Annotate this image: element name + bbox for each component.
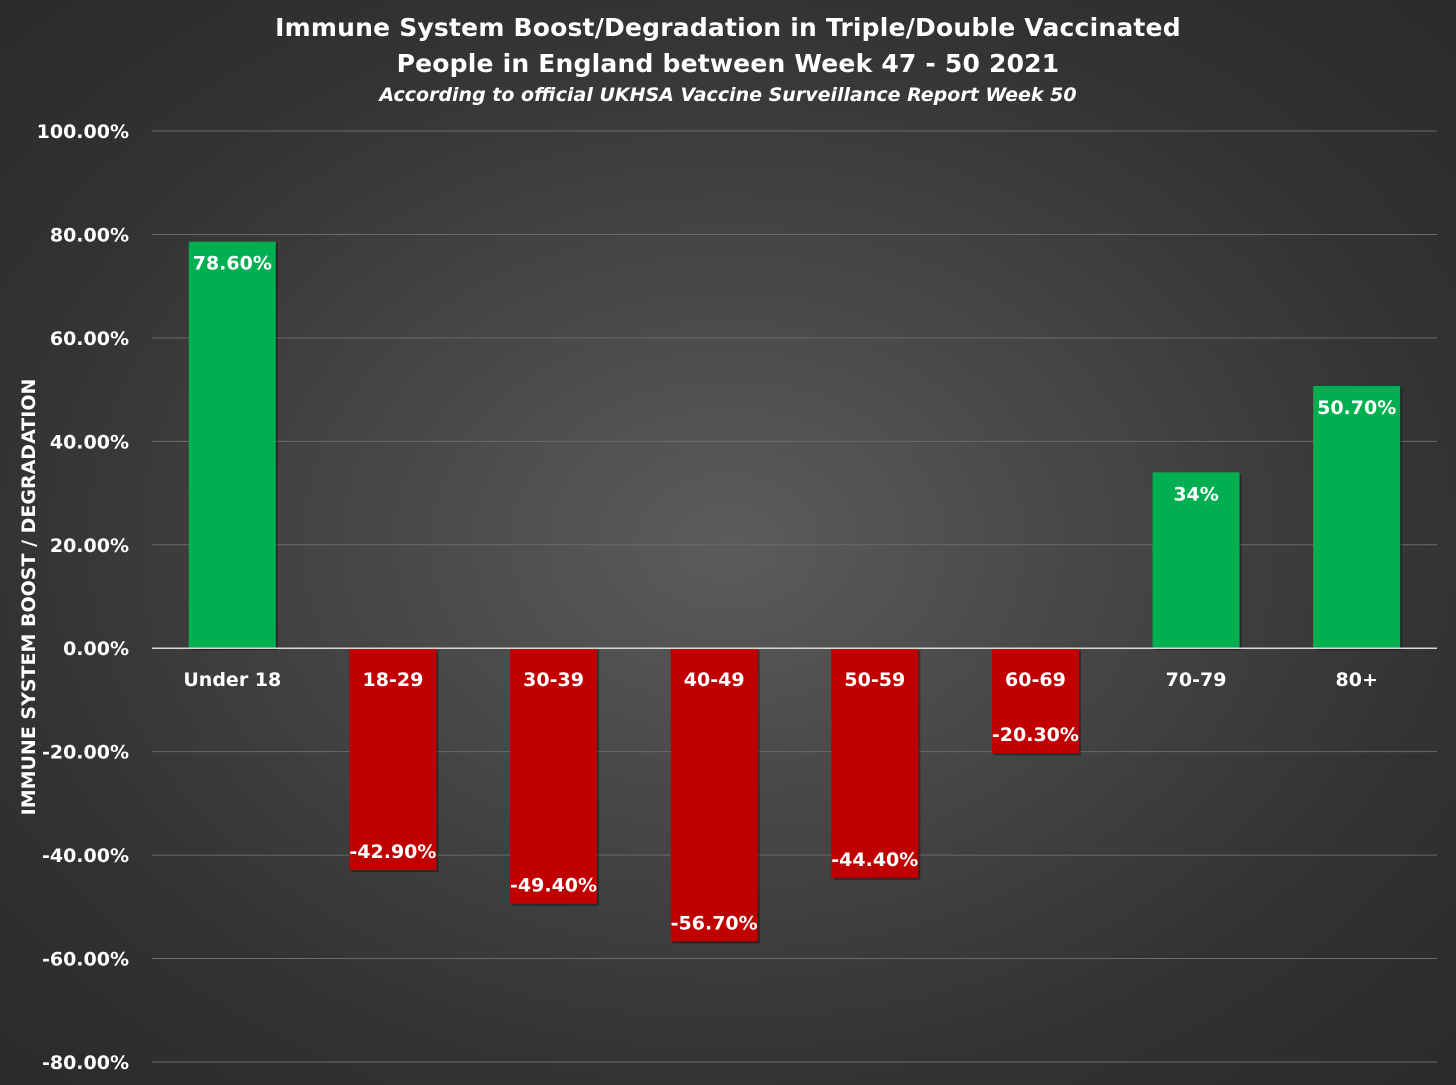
bar-30-39 [510,648,598,904]
data-label: -49.40% [510,875,597,897]
bar-40-49 [670,648,758,942]
data-label: 50.70% [1317,397,1396,419]
bar-80- [1313,385,1401,649]
chart-title-line-1: Immune System Boost/Degradation in Tripl… [275,13,1181,42]
data-label: 34% [1173,483,1218,505]
y-tick-label: -80.00% [42,1052,129,1074]
x-category-label: 50-59 [844,669,905,691]
y-tick-label: 20.00% [50,535,129,557]
y-tick-label: -60.00% [42,949,129,971]
x-category-label: 40-49 [684,669,745,691]
y-tick-label: 80.00% [50,224,129,246]
y-tick-label: 0.00% [63,638,129,660]
gridlines [152,130,1437,1063]
x-category-label: 80+ [1336,669,1378,691]
data-label: 78.60% [193,253,272,275]
y-tick-label: 40.00% [50,431,129,453]
x-category-label: 30-39 [523,669,584,691]
data-label: -44.40% [831,849,918,871]
bar-60-69 [991,648,1079,754]
data-label: -42.90% [349,841,436,863]
data-label: -56.70% [671,912,758,934]
x-axis-category-labels: Under 18 18-29 30-39 40-49 50-59 60-69 70-79 80… [183,669,1378,691]
y-axis-tick-labels: 100.00% 80.00% 60.00% 40.00% 20.00% 0.00% -20.… [37,121,129,1074]
x-category-label: 18-29 [363,669,424,691]
chart-title-line-2: People in England between Week 47 - 50 2… [396,49,1060,78]
chart-title-block: Immune System Boost/Degradation in Tripl… [0,10,1456,108]
x-category-label: 70-79 [1166,669,1227,691]
y-tick-label: -20.00% [42,742,129,764]
bar-50-59 [831,648,919,878]
bars [188,241,1403,944]
x-category-label: Under 18 [183,669,281,691]
data-labels: 78.60% -42.90% -49.40% -56.70% -44.40% -20.30… [193,253,1397,935]
y-tick-label: 60.00% [50,328,129,350]
bar-70-79 [1152,472,1240,649]
bar-under-18 [188,241,276,649]
bar-18-29 [349,648,437,871]
data-label: -20.30% [992,724,1079,746]
chart-subtitle: According to official UKHSA Vaccine Surv… [379,84,1077,106]
y-axis-title: IMMUNE SYSTEM BOOST / DEGRADATION [18,379,40,816]
y-tick-label: -40.00% [42,845,129,867]
x-category-label: 60-69 [1005,669,1066,691]
y-tick-label: 100.00% [37,121,129,143]
